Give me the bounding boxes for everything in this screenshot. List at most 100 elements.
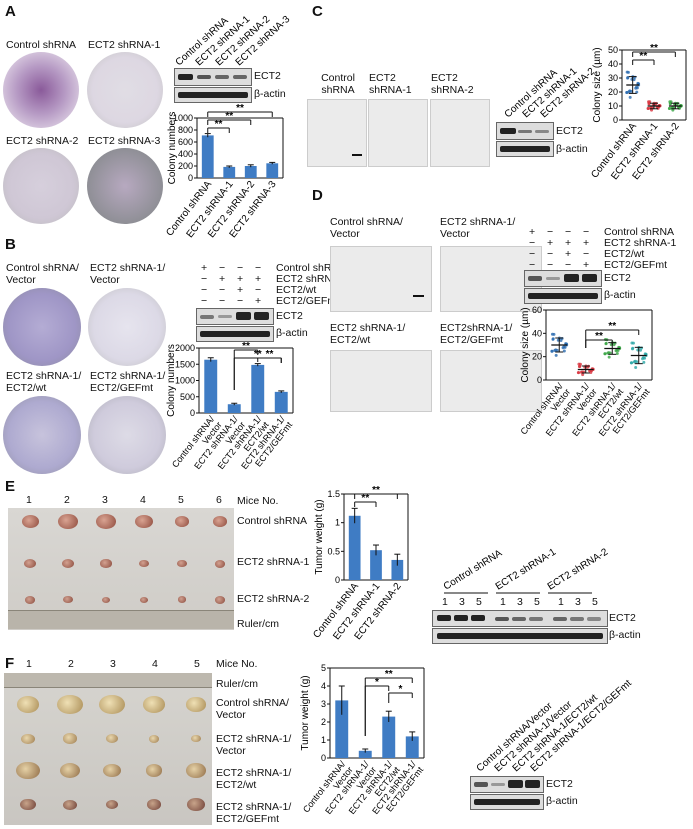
matrix-sign: − [583,226,590,238]
y-tick-label: 40 [532,328,542,338]
bar [358,750,372,758]
western-blot-actin [524,288,602,304]
bar [266,163,279,178]
western-blot-ect2 [524,270,602,287]
bar [335,700,349,758]
y-tick-label: 2000 [175,343,195,353]
tumor-image [57,694,83,714]
mouse-number: 3 [110,658,116,670]
y-tick-label: 500 [180,392,195,402]
matrix-sign: − [201,284,208,296]
dish-label: Control shRNA/ Vector [6,262,79,286]
matrix-row-label: ECT2 shRNA-1 [604,237,677,249]
mouse-number: 6 [216,494,222,506]
y-tick-label: 40 [608,59,618,69]
tumor-image [63,799,77,810]
panel-f-label: F [5,655,15,672]
tumor-image [20,798,36,811]
image-label: ECT2 shRNA-1/ ECT2/wt [330,322,406,346]
mouse-number: 1 [26,658,32,670]
panel-b-label: B [5,236,16,253]
y-tick-label: 1000 [173,113,193,123]
y-tick-label: 1500 [175,359,195,369]
matrix-sign: + [255,295,262,307]
tumor-image [146,799,162,811]
sig-star: ** [242,341,250,352]
tumor-image [140,596,148,603]
data-point [638,348,642,352]
row-label: Control shRNA [237,515,308,527]
y-tick-label: 3 [321,699,326,709]
western-blot-ect2 [196,308,274,325]
data-point [647,102,651,106]
matrix-row-label: ECT2/GEFmt [276,295,340,307]
mouse-number: 2 [64,494,70,506]
western-blot-ect2 [496,122,554,140]
tumor-image [59,762,81,779]
matrix-sign: − [583,248,590,260]
tumor-image [61,558,75,569]
data-point [607,351,611,355]
tumor-image [214,595,226,604]
mouse-number: 5 [194,658,200,670]
y-tick-label: 0 [190,408,195,418]
tumor-image [23,558,37,569]
mouse-number: 3 [102,494,108,506]
row-label: ECT2 shRNA-1/ ECT2/wt [216,767,292,791]
sig-star: ** [650,43,658,54]
data-point [603,352,607,356]
protein-label: β-actin [556,143,588,155]
data-point [634,366,638,370]
tumor-image [148,734,160,743]
sig-star: ** [608,321,616,332]
tumor-image [214,559,226,568]
row-label: Control shRNA/ Vector [216,697,289,721]
matrix-sign: + [237,284,244,296]
data-point [635,90,639,94]
y-tick-label: 5 [321,663,326,673]
data-point [633,359,637,363]
western-blot-actin [496,141,554,157]
tumor-image [142,695,166,713]
panel-e-label: E [5,478,16,495]
tumor-image [187,798,205,811]
sig-star: ** [361,493,369,504]
mice-label: Mice No. [237,495,279,507]
image-label: ECT2 shRNA-1/ Vector [440,216,516,240]
western-blot-ect2 [470,776,544,793]
tumor-image [139,560,149,568]
bar [227,404,241,413]
colony-dish-image [3,148,79,224]
matrix-sign: − [529,248,536,260]
data-point [615,351,619,355]
y-tick-label: 10 [608,101,618,111]
matrix-sign: − [529,237,536,249]
row-label: ECT2 shRNA-2 [237,593,310,605]
data-point [650,108,654,112]
tumor-image [212,516,228,527]
matrix-sign: − [219,262,226,274]
data-point [562,349,566,353]
data-point [615,348,619,352]
matrix-sign: − [547,248,554,260]
colony-dish-image [87,52,163,128]
matrix-sign: − [255,262,262,274]
matrix-sign: + [529,226,536,238]
bar [391,559,404,580]
protein-label: ECT2 [609,612,636,624]
ruler-image [8,610,234,629]
data-point [607,355,611,359]
colony-dish-image [3,288,81,366]
scale-bar [352,154,362,156]
sig-star: ** [639,51,647,62]
matrix-sign: − [201,295,208,307]
tumor-image [96,514,116,529]
sig-star: * [399,684,403,695]
data-point [634,85,638,89]
bar [274,391,288,413]
tumor-image [63,733,77,744]
matrix-sign: + [583,237,590,249]
y-axis-label: Tumor weight (g) [300,675,311,750]
y-tick-label: 1000 [175,376,195,386]
